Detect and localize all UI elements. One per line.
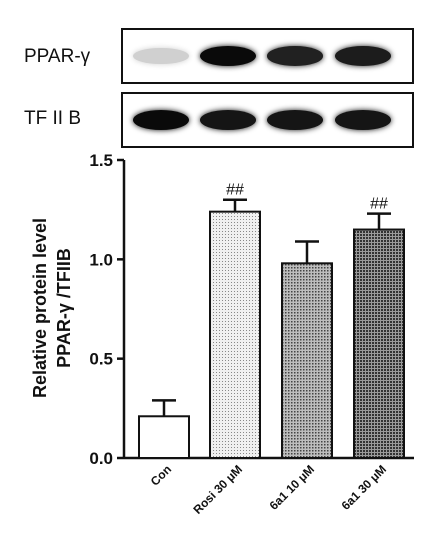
bar: [281, 262, 333, 459]
significance-label: ##: [226, 182, 244, 199]
y-axis-title-line1: Relative protein level: [30, 218, 50, 398]
y-tick-label: 0.5: [89, 350, 113, 369]
blot-band: [133, 110, 189, 130]
y-axis-title-line2: PPAR-γ /TFIIB: [54, 248, 74, 368]
bar: [353, 228, 405, 459]
x-tick-labels: Con Rosi 30 μM 6a1 10 μM 6a1 30 μM: [148, 462, 389, 517]
chart-bars: ## ##: [138, 182, 405, 459]
x-tick-label: Con: [148, 462, 174, 488]
bar: [138, 415, 190, 459]
blot-band: [335, 46, 391, 66]
blot-ppar-gamma: [121, 28, 414, 84]
significance-label: ##: [370, 196, 388, 213]
bar: [209, 210, 261, 459]
y-tick-label: 0.0: [89, 449, 113, 468]
x-tick-label: 6a1 10 μM: [267, 462, 317, 512]
blot-band: [267, 110, 323, 130]
blot-tfiib: [121, 92, 414, 148]
x-tick-label: Rosi 30 μM: [190, 462, 245, 517]
blot-band: [335, 110, 391, 130]
blot-band: [133, 47, 189, 65]
y-tick-label: 1.0: [89, 250, 113, 269]
blot-label-tfiib: TF II B: [24, 108, 81, 129]
y-tick-label: 1.5: [89, 151, 113, 170]
blot-label-ppar: PPAR-γ: [24, 46, 91, 67]
blot-band: [267, 46, 323, 66]
x-tick-label: 6a1 30 μM: [339, 462, 389, 512]
blot-band: [200, 110, 256, 130]
blot-band: [200, 46, 256, 66]
